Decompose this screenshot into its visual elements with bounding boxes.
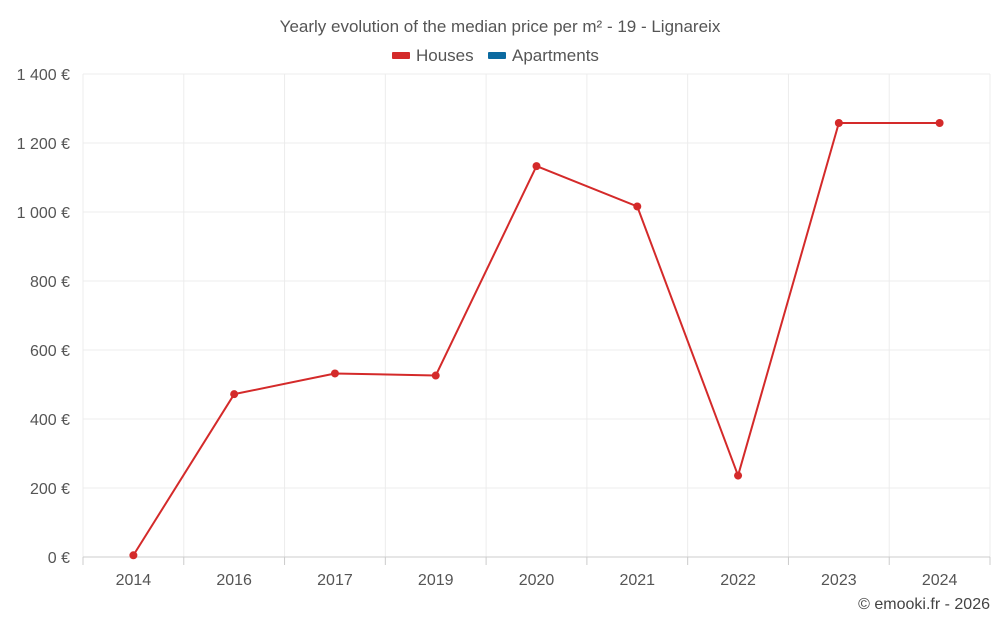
y-tick-label: 1 400 € (17, 67, 70, 84)
data-point-houses[interactable] (734, 471, 743, 480)
y-tick-label: 400 € (30, 412, 70, 429)
data-point-houses[interactable] (935, 118, 944, 127)
x-tick-label: 2023 (821, 572, 857, 589)
legend-item-houses[interactable]: Houses (392, 46, 474, 65)
x-tick-label: 2020 (519, 572, 555, 589)
y-axis: 0 € 200 € 400 € 600 € 800 € 1 000 € 1 200 € 1 4… (17, 67, 70, 567)
credit-text: © emooki.fr - 2026 (858, 596, 990, 613)
data-point-houses[interactable] (834, 118, 843, 127)
y-tick-label: 0 € (48, 550, 70, 567)
legend: Houses Apartments (392, 46, 599, 65)
x-tick-label: 2016 (216, 572, 252, 589)
y-tick-label: 1 000 € (17, 205, 70, 222)
data-point-houses[interactable] (330, 369, 339, 378)
series-line-houses (132, 121, 940, 556)
y-tick-label: 200 € (30, 481, 70, 498)
x-tick-label: 2024 (922, 572, 958, 589)
grid-lines (82, 73, 991, 558)
legend-swatch-houses (392, 52, 410, 59)
y-tick-label: 800 € (30, 274, 70, 291)
legend-label-apartments: Apartments (512, 46, 599, 65)
data-point-houses[interactable] (230, 390, 239, 399)
data-point-houses[interactable] (532, 162, 541, 171)
y-tick-label: 600 € (30, 343, 70, 360)
data-point-houses[interactable] (129, 551, 138, 560)
data-point-houses[interactable] (431, 371, 440, 380)
x-tick-label: 2017 (317, 572, 353, 589)
legend-item-apartments[interactable]: Apartments (488, 46, 599, 65)
x-axis: 2014 2016 2017 2019 2020 2021 2022 2023 2024 (82, 556, 991, 589)
x-tick-label: 2014 (116, 572, 152, 589)
y-tick-label: 1 200 € (17, 136, 70, 153)
data-point-houses[interactable] (633, 202, 642, 211)
legend-swatch-apartments (488, 52, 506, 59)
chart-title: Yearly evolution of the median price per… (280, 17, 721, 36)
x-tick-label: 2019 (418, 572, 454, 589)
series-houses (129, 118, 944, 560)
x-tick-label: 2021 (619, 572, 655, 589)
x-tick-label: 2022 (720, 572, 756, 589)
legend-label-houses: Houses (416, 46, 474, 65)
